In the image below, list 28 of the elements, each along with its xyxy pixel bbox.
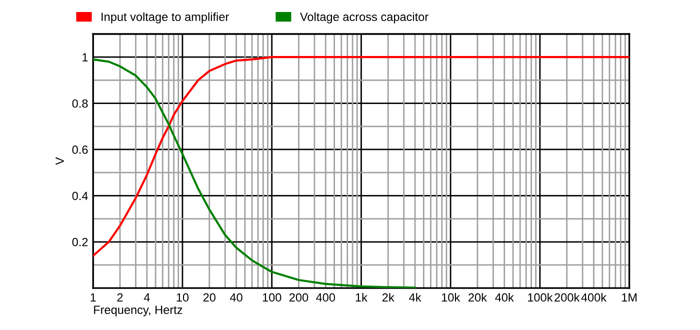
x-tick-label: 1M [622,293,637,302]
y-axis-title: V [56,157,64,165]
x-tick-label: 4k [409,292,422,302]
x-tick-label: 200 [289,293,308,302]
x-tick-label: 10 [176,293,189,302]
x-tick-label: 400 [316,293,336,302]
x-tick-label: 2k [382,292,394,302]
legend-label: Input voltage to amplifier [102,12,229,24]
y-tick-label: 0.6 [72,146,88,154]
legend-label: Voltage across capacitor [300,12,428,24]
x-tick-label: 1k [356,292,368,302]
y-tick-label: 0.8 [72,99,88,108]
x-tick-label: 100k [528,292,553,302]
x-tick-label: 20k [468,292,488,302]
x-axis-title: Frequency, Hertz [94,306,182,316]
x-tick-label: 40 [230,293,242,302]
y-tick-label: 0.4 [72,192,88,200]
x-tick-label: 10k [442,292,460,302]
x-tick-label: 4 [144,293,150,302]
x-tick-label: 400k [581,292,607,302]
x-tick-label: 1 [90,293,96,302]
x-tick-label: 200k [554,292,580,302]
x-tick-label: 40k [495,292,514,302]
x-tick-label: 2 [117,293,123,302]
y-tick-label: 0.2 [72,238,88,246]
y-tick-label: 1 [82,53,88,62]
x-tick-label: 100 [262,293,282,302]
x-tick-label: 20 [203,293,216,302]
